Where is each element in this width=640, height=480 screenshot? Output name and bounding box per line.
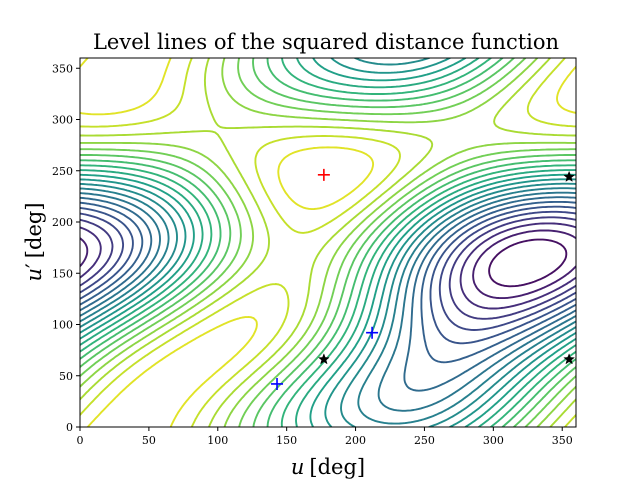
x-tick-label: 50 xyxy=(142,434,156,447)
contour-line xyxy=(80,58,576,427)
y-tick-label: 150 xyxy=(52,267,73,280)
markers xyxy=(271,168,576,390)
contour-line xyxy=(80,58,576,427)
minimum-star-marker xyxy=(317,353,330,365)
contour-line xyxy=(80,191,576,412)
y-tick-label: 50 xyxy=(59,370,73,383)
y-tick-label: 250 xyxy=(52,165,73,178)
y-axis-prime: ′ xyxy=(22,263,46,268)
x-axis-unit: [deg] xyxy=(309,455,365,479)
contour-line xyxy=(80,216,576,320)
y-tick-label: 0 xyxy=(66,421,73,434)
x-tick-label: 200 xyxy=(345,434,366,447)
contour-line xyxy=(80,210,576,331)
contour-line xyxy=(80,58,576,427)
minimum-star-marker xyxy=(563,170,576,182)
x-tick-label: 100 xyxy=(207,434,228,447)
maximum-marker xyxy=(317,168,330,181)
contour-line xyxy=(488,238,568,288)
y-tick-label: 100 xyxy=(52,319,73,332)
contour-line xyxy=(80,58,576,427)
contour-line xyxy=(80,58,576,427)
contour-line xyxy=(80,58,576,427)
contour-line xyxy=(80,58,576,427)
x-tick-label: 250 xyxy=(414,434,435,447)
minimum-star-marker xyxy=(563,353,576,365)
x-tick-label: 0 xyxy=(77,434,84,447)
contour-line xyxy=(80,196,576,392)
y-axis-label: u′ [deg] xyxy=(22,202,46,281)
contour-line xyxy=(80,58,576,427)
chart-title: Level lines of the squared distance func… xyxy=(93,30,559,54)
plot-frame xyxy=(79,57,577,428)
y-tick-label: 300 xyxy=(52,114,73,127)
x-axis-var: u xyxy=(291,455,305,479)
contour-line xyxy=(80,58,576,427)
x-tick-label: 300 xyxy=(483,434,504,447)
contour-line xyxy=(80,58,576,427)
y-axis-unit: [deg] xyxy=(22,202,46,258)
saddle-point-marker xyxy=(366,326,379,339)
y-tick-label: 350 xyxy=(52,62,73,75)
x-axis-ticks: 0 50 100 150 200 250 300 350 xyxy=(77,427,573,447)
contour-line xyxy=(80,200,576,364)
y-axis-var: u xyxy=(22,268,46,282)
saddle-point-marker xyxy=(271,377,284,390)
y-axis-ticks: 0 50 100 150 200 250 300 350 xyxy=(52,62,80,434)
contour-lines xyxy=(80,58,576,427)
contour-line xyxy=(80,205,576,345)
contour-line xyxy=(80,222,576,310)
x-axis-label: u [deg] xyxy=(291,455,365,479)
contour-line xyxy=(80,58,576,427)
x-tick-label: 150 xyxy=(276,434,297,447)
contour-line xyxy=(80,187,576,425)
x-tick-label: 350 xyxy=(552,434,573,447)
y-tick-label: 200 xyxy=(52,216,73,229)
